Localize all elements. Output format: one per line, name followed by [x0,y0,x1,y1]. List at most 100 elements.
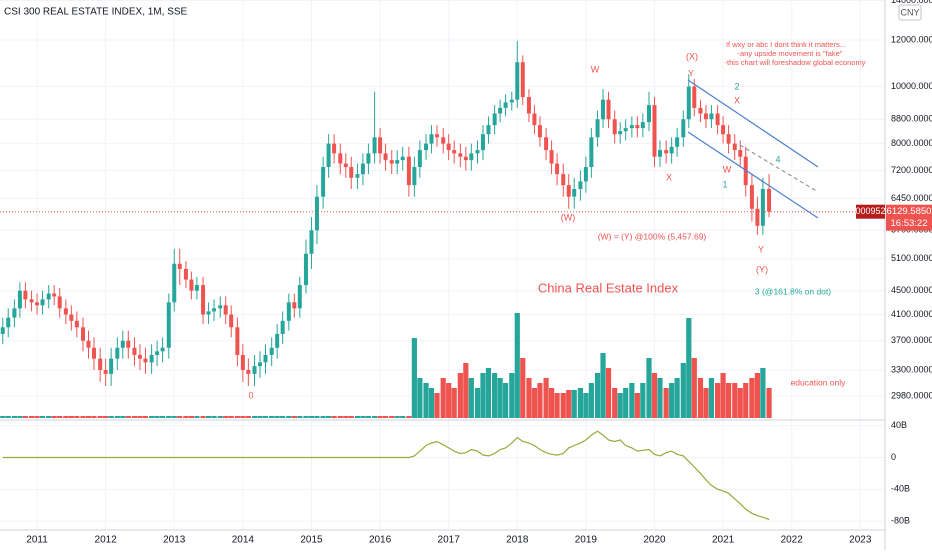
candle-body [515,62,520,100]
candle-body [424,143,429,151]
volume-bar [46,416,52,418]
volume-bar [571,390,577,418]
volume-bar [566,390,572,418]
candle-body [755,208,760,226]
volume-bar [348,416,354,418]
volume-bar [63,416,69,418]
volume-bar [22,416,28,418]
volume-bar [612,388,618,418]
candle-body [692,86,697,108]
candle-body [612,119,617,135]
volume-bar [251,416,258,418]
candle-body [40,299,45,306]
volume-bar [554,393,560,418]
x-tick-label: 2013 [163,535,186,546]
volume-bar [0,416,6,418]
annotation: X [666,172,672,182]
volume-bar [732,383,738,418]
candle-body [120,340,125,348]
annotation: education only [791,377,847,387]
candle-body [177,263,182,269]
candle-body [321,167,326,197]
candle-body [166,302,171,348]
volume-bar [314,416,320,418]
volume-bar [605,368,612,418]
candle-body [143,358,148,363]
candle-body [709,113,714,120]
candle-body [601,99,606,120]
x-tick-label: 2021 [712,535,735,546]
candle-body [360,163,365,175]
candle-body [201,285,206,315]
candle-body [355,174,360,178]
candle-body [218,305,223,309]
volume-bar [503,383,509,418]
volume-bar [434,393,440,418]
candle-body [492,113,497,126]
x-tick-label: 2020 [643,535,666,546]
volume-bar [382,416,389,418]
volume-bar [548,388,555,418]
candle-body [561,174,566,186]
volume-bar [280,416,286,418]
annotation: (X) [686,51,698,61]
volume-bar [291,416,297,418]
candle-body [332,143,337,154]
candle-body [326,143,331,168]
volume-bar [166,416,172,418]
volume-bar [440,378,446,418]
y-tick-label: 4100.0000 [891,309,932,319]
candle-body [618,131,623,135]
volume-bar [159,416,166,418]
volume-bar [85,416,92,418]
volume-bar [240,416,246,418]
x-tick-label: 2017 [438,535,461,546]
candle-layer [0,41,885,386]
volume-bar [400,416,406,418]
candle-body [46,293,51,300]
candle-body [566,185,571,197]
y-tick-label: 7200.0000 [891,165,932,175]
candle-body [246,369,251,374]
volume-bar [663,388,669,418]
candle-body [297,285,302,309]
chart-title: CSI 300 REAL ESTATE INDEX, 1M, SSE [4,7,188,18]
channel-upper [687,79,819,168]
volume-bar [754,373,760,418]
volume-bar [417,378,423,418]
volume-bar [80,416,86,418]
indicator-line [2,430,770,521]
symbol-box [856,204,885,219]
candle-body [664,150,669,154]
candle-body [732,143,737,151]
volume-bar [68,416,74,418]
candle-body [109,358,114,374]
volume-bar [691,358,697,418]
annotation: W [723,164,732,174]
x-tick-label: 2016 [369,535,392,546]
volume-bar [103,416,109,418]
volume-bar [520,358,526,418]
candle-body [675,137,680,147]
volume-bar [674,378,680,418]
volume-bar [97,416,103,418]
candle-body [378,137,383,154]
volume-bar [411,338,417,418]
volume-bar [457,373,463,418]
volume-bar [446,383,452,418]
annotation: (W) [561,212,576,222]
volume-bar [337,416,343,418]
volume-bar [651,373,658,418]
candle-body [17,290,22,309]
x-tick-label: 2023 [849,535,872,546]
volume-bar [331,416,337,418]
indicator-layer [2,430,770,521]
y-tick-label: 6450.0000 [891,193,932,203]
volume-bar [120,416,126,418]
candle-body [115,347,120,359]
volume-bar [297,416,303,418]
candle-body [223,305,228,315]
volume-bar [480,373,486,418]
candle-body [463,156,468,161]
